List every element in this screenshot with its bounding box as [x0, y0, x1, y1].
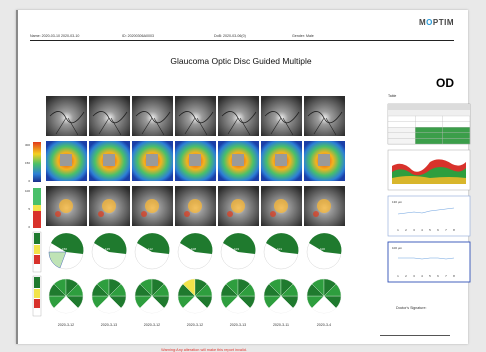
deviation-map	[175, 186, 216, 226]
thickness-map	[261, 141, 302, 181]
sector-chart: 103	[220, 233, 256, 270]
svg-text:5: 5	[28, 207, 30, 211]
patient-name: Name: 2020-03-10 2020-03-10	[30, 34, 80, 38]
thickness-colorbar: 300 150 0	[25, 142, 41, 183]
deviation-colorbar: 100 5 0	[25, 188, 41, 229]
trend-x-tick: 2	[405, 274, 407, 278]
signature-label: Doctor's Signature:	[396, 306, 427, 310]
deviation-map	[89, 186, 130, 226]
detail-sector-chart	[306, 278, 342, 314]
svg-text:0: 0	[28, 225, 30, 229]
svg-text:300: 300	[25, 143, 30, 147]
svg-text:100 μm: 100 μm	[392, 246, 403, 250]
detail-sector-chart	[263, 278, 299, 314]
trend-x-tick: 2	[405, 228, 407, 232]
trend-x-tick: 7	[445, 274, 447, 278]
trend-x-tick: 3	[413, 228, 415, 232]
image-grid: 150 2020-3-12 135 2020-3-13 112 2020-3-12 108 2…	[46, 96, 345, 327]
sector-chart: 101	[263, 233, 299, 270]
sector-chart: 100	[306, 233, 342, 270]
deviation-map	[132, 186, 173, 226]
header-divider	[30, 40, 454, 41]
wedge-legend-2	[32, 275, 42, 317]
brand-logo: MOPTIM	[418, 18, 454, 27]
trend-x-tick: 1	[397, 274, 399, 278]
trend-x-tick: 4	[421, 228, 423, 232]
sector-chart: 150	[48, 233, 84, 270]
sector-value: 103	[234, 247, 239, 251]
detail-sector-chart	[134, 278, 170, 314]
detail-sector-chart	[91, 278, 127, 314]
fundus-photo	[89, 96, 130, 136]
sector-value: 101	[277, 247, 282, 251]
signature-line	[380, 335, 450, 336]
table-title: Table	[388, 94, 397, 98]
thickness-map	[132, 141, 173, 181]
fundus-photo	[132, 96, 173, 136]
report-title: Glaucoma Optic Disc Guided Multiple	[170, 56, 312, 66]
exam-date: 2020-3-12	[58, 323, 74, 327]
sector-value: 108	[191, 247, 196, 251]
wedge-legend-1	[32, 231, 42, 273]
thickness-map	[175, 141, 216, 181]
thickness-map	[89, 141, 130, 181]
sector-value: 100	[320, 247, 325, 251]
sector-chart: 135	[91, 233, 127, 270]
thickness-map	[46, 141, 87, 181]
fundus-photo	[304, 96, 345, 136]
thickness-area-chart	[387, 149, 471, 191]
trend-x-tick: 1	[397, 228, 399, 232]
trend-x-tick: 8	[453, 228, 455, 232]
svg-text:130 μm: 130 μm	[392, 200, 403, 204]
trend-x-tick: 4	[421, 274, 423, 278]
trend-x-tick: 3	[413, 274, 415, 278]
trend-x-tick: 6	[437, 228, 439, 232]
page-edge	[16, 10, 18, 344]
exam-date: 2020-3-13	[101, 323, 117, 327]
trend-chart-a: 130 μm 1 2 3 4 5 6 7 8	[387, 195, 471, 237]
fundus-photo	[261, 96, 302, 136]
sector-chart: 108	[177, 233, 213, 270]
exam-date: 2020-3-12	[144, 323, 160, 327]
detail-sector-chart	[177, 278, 213, 314]
fundus-photo	[218, 96, 259, 136]
deviation-map	[261, 186, 302, 226]
deviation-map	[304, 186, 345, 226]
trend-x-tick: 5	[429, 274, 431, 278]
fundus-photo	[175, 96, 216, 136]
sector-value: 135	[105, 247, 110, 251]
patient-gender: Gender: Male	[292, 34, 314, 38]
trend-x-tick: 5	[429, 228, 431, 232]
fundus-photo	[46, 96, 87, 136]
eye-label: OD	[436, 76, 454, 90]
patient-id: ID: 20200306A0003	[122, 34, 154, 38]
thickness-map	[304, 141, 345, 181]
deviation-map	[218, 186, 259, 226]
exam-date: 2020-3-11	[273, 323, 289, 327]
exam-date: 2020-3-12	[187, 323, 203, 327]
patient-dob: DoB: 2020-03-06(0)	[214, 34, 246, 38]
trend-x-tick: 8	[453, 274, 455, 278]
sector-chart: 112	[134, 233, 170, 270]
sector-value: 150	[62, 247, 67, 251]
trend-x-tick: 7	[445, 228, 447, 232]
summary-table	[387, 103, 471, 145]
warning-text: Warning:Any alteration will make this re…	[161, 348, 247, 352]
svg-text:0: 0	[28, 179, 30, 183]
detail-sector-chart	[220, 278, 256, 314]
deviation-map	[46, 186, 87, 226]
trend-x-tick: 6	[437, 274, 439, 278]
exam-date: 2020-3-13	[230, 323, 246, 327]
exam-date: 2020-3-4	[317, 323, 331, 327]
thickness-map	[218, 141, 259, 181]
svg-text:150: 150	[25, 161, 30, 165]
trend-chart-b: 100 μm 1 2 3 4 5 6 7 8	[387, 241, 471, 283]
detail-sector-chart	[48, 278, 84, 314]
sector-value: 112	[148, 247, 153, 251]
svg-text:100: 100	[25, 189, 30, 193]
